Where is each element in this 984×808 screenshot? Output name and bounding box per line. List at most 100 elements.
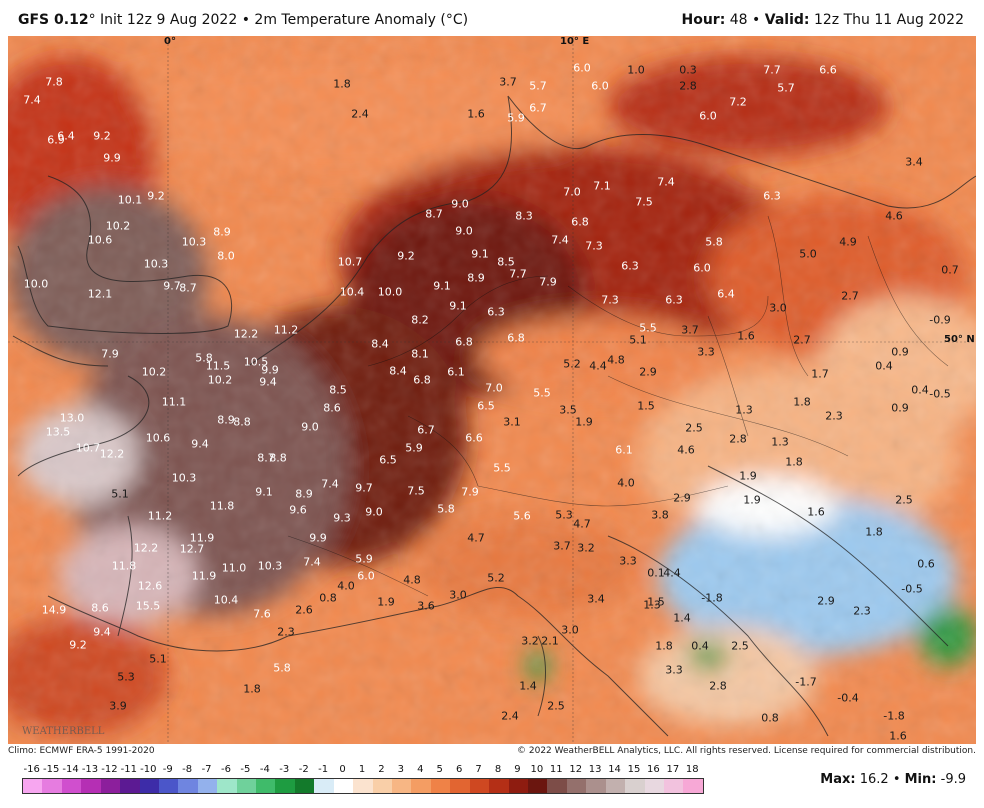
- map-title: GFS 0.12° Init 12z 9 Aug 2022 • 2m Tempe…: [18, 12, 468, 28]
- anomaly-value-label: 4.7: [467, 531, 485, 545]
- colorbar-swatch: [158, 779, 179, 793]
- anomaly-value-label: 3.1: [503, 415, 521, 429]
- anomaly-value-label: 5.1: [111, 487, 129, 501]
- anomaly-value-label: 9.4: [259, 375, 277, 389]
- colorbar-swatch: [178, 779, 198, 793]
- anomaly-value-label: 3.6: [417, 599, 435, 613]
- anomaly-map: 0° 10° E 50° N WEATHERBELL 7.8 7.4 1.8 2.4 1…: [8, 36, 976, 744]
- anomaly-value-label: 6.0: [591, 79, 609, 93]
- colorbar-tick-label: 5: [436, 764, 443, 775]
- colorbar-swatch: [411, 779, 431, 793]
- anomaly-value-label: 5.8: [437, 502, 455, 516]
- anomaly-value-label: 10.0: [23, 277, 49, 291]
- anomaly-value-label: 10.2: [105, 219, 131, 233]
- anomaly-value-label: 11.2: [147, 509, 173, 523]
- anomaly-value-label: 9.4: [191, 437, 209, 451]
- anomaly-value-label: 5.1: [149, 652, 167, 666]
- colorbar-tick-label: 0: [339, 764, 346, 775]
- anomaly-value-label: 2.4: [351, 107, 369, 121]
- anomaly-value-label: 8.1: [411, 347, 429, 361]
- anomaly-value-label: 3.3: [665, 663, 683, 677]
- colorbar-swatch: [139, 779, 159, 793]
- anomaly-value-label: 6.3: [665, 293, 683, 307]
- anomaly-value-label: 3.7: [499, 75, 517, 89]
- anomaly-value-label: 2.8: [679, 79, 697, 93]
- anomaly-value-label: 8.5: [497, 255, 515, 269]
- anomaly-value-label: 8.7: [257, 451, 275, 465]
- colorbar-tick-label: -14: [62, 764, 79, 775]
- anomaly-value-label: 8.7: [179, 281, 197, 295]
- anomaly-value-label: 1.9: [743, 493, 761, 507]
- anomaly-value-label: 9.0: [301, 420, 319, 434]
- anomaly-value-label: 6.3: [487, 305, 505, 319]
- colorbar-tick-label: -3: [279, 764, 290, 775]
- colorbar-tick-label: -9: [162, 764, 173, 775]
- anomaly-value-label: 10.0: [377, 285, 403, 299]
- anomaly-value-label: 0.7: [941, 263, 959, 277]
- anomaly-value-label: 7.3: [585, 239, 603, 253]
- colorbar-swatch: [236, 779, 257, 793]
- anomaly-value-label: 9.9: [309, 531, 327, 545]
- anomaly-value-label: 11.9: [189, 531, 215, 545]
- anomaly-value-label: 4.6: [677, 443, 695, 457]
- anomaly-value-label: 6.1: [615, 443, 633, 457]
- anomaly-value-label: 10.6: [87, 233, 113, 247]
- anomaly-value-label: 6.0: [699, 109, 717, 123]
- colorbar-swatch: [314, 779, 334, 793]
- anomaly-value-label: 3.4: [905, 155, 923, 169]
- climo-source: Climo: ECMWF ERA-5 1991-2020: [8, 746, 155, 756]
- colorbar-tick-label: 11: [549, 764, 563, 775]
- anomaly-value-label: 14.9: [41, 603, 67, 617]
- anomaly-value-label: 7.4: [321, 477, 339, 491]
- anomaly-value-label: 13.5: [45, 425, 71, 439]
- anomaly-value-label: 1.8: [865, 525, 883, 539]
- anomaly-value-label: 10.2: [207, 373, 233, 387]
- anomaly-value-label: 4.9: [839, 235, 857, 249]
- colorbar-swatch: [644, 779, 664, 793]
- colorbar-swatch: [586, 779, 606, 793]
- anomaly-value-label: 0.8: [319, 591, 337, 605]
- degree-symbol: °: [88, 12, 96, 28]
- anomaly-value-label: 10.5: [243, 355, 269, 369]
- anomaly-value-label: 8.9: [467, 271, 485, 285]
- colorbar-swatch: [625, 779, 645, 793]
- anomaly-value-label: 3.2: [577, 541, 595, 555]
- anomaly-value-label: 2.5: [895, 493, 913, 507]
- anomaly-value-label: 3.3: [619, 554, 637, 568]
- colorbar-tick-label: 17: [666, 764, 680, 775]
- anomaly-value-label: 6.9: [47, 133, 65, 147]
- anomaly-value-label: 0.9: [891, 401, 909, 415]
- min-value: -9.9: [940, 772, 966, 787]
- anomaly-value-label: 4.0: [337, 579, 355, 593]
- anomaly-value-label: 2.1: [541, 634, 559, 648]
- texture: [8, 36, 976, 744]
- anomaly-value-label: 8.4: [371, 337, 389, 351]
- colorbar-swatch: [23, 779, 43, 793]
- colorbar-tick-label: 8: [494, 764, 502, 775]
- anomaly-value-label: 3.5: [559, 403, 577, 417]
- anomaly-value-label: 5.8: [705, 235, 723, 249]
- anomaly-value-label: 11.8: [111, 559, 137, 573]
- anomaly-value-label: 7.0: [485, 381, 503, 395]
- anomaly-value-label: 8.6: [91, 601, 109, 615]
- anomaly-value-label: 2.9: [817, 594, 835, 608]
- anomaly-value-label: 5.9: [355, 552, 373, 566]
- anomaly-value-label: 6.8: [455, 335, 473, 349]
- anomaly-value-label: 1.0: [627, 63, 645, 77]
- anomaly-value-label: 2.7: [793, 333, 811, 347]
- anomaly-value-label: 9.2: [147, 189, 165, 203]
- anomaly-value-label: 9.1: [433, 279, 451, 293]
- anomaly-value-label: 4.7: [573, 517, 591, 531]
- anomaly-value-label: 5.1: [629, 333, 647, 347]
- anomaly-value-label: 5.2: [487, 571, 505, 585]
- colorbar-tick-label: -7: [201, 764, 212, 775]
- anomaly-value-label: 7.3: [601, 293, 619, 307]
- anomaly-value-label: 4.8: [403, 573, 421, 587]
- anomaly-value-label: 6.5: [477, 399, 495, 413]
- anomaly-value-label: 9.0: [455, 224, 473, 238]
- anomaly-value-label: 6.7: [417, 423, 435, 437]
- colorbar-swatch: [489, 779, 509, 793]
- anomaly-value-label: 8.8: [233, 415, 251, 429]
- anomaly-value-label: 8.8: [269, 451, 287, 465]
- bullet: •: [892, 772, 901, 787]
